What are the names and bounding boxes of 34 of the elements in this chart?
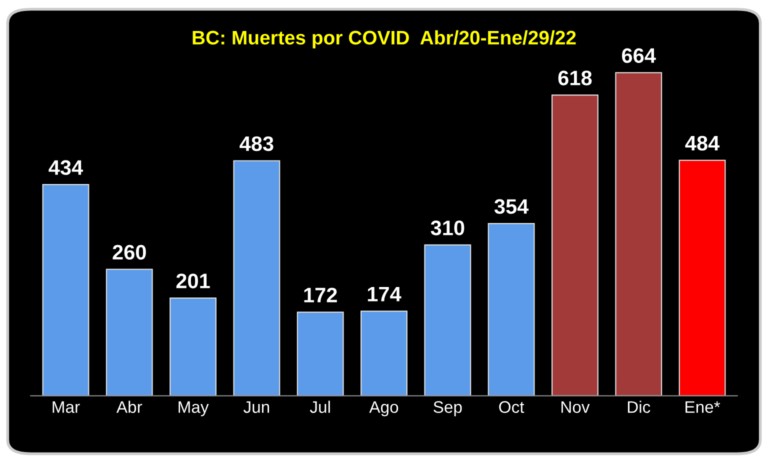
data-label: 310 xyxy=(430,220,464,236)
x-tick-label: Sep xyxy=(434,401,462,416)
bar xyxy=(170,297,217,396)
x-tick-label: Jul xyxy=(310,400,330,413)
bar xyxy=(678,160,726,396)
data-label: 174 xyxy=(368,286,402,302)
bar xyxy=(488,222,535,396)
x-tick-label: Mar xyxy=(52,401,80,413)
data-label: 618 xyxy=(558,70,592,86)
data-label: 483 xyxy=(240,136,274,152)
data-label: 201 xyxy=(176,274,210,288)
data-label: 354 xyxy=(494,199,529,214)
chart-title: BC: Muertes por COVID Abr/20-Ene/29/22 xyxy=(192,30,576,48)
data-label: 664 xyxy=(622,48,656,63)
data-label: 172 xyxy=(304,288,337,302)
x-tick-label: May xyxy=(178,401,209,416)
data-label: 434 xyxy=(48,160,83,175)
bar xyxy=(615,72,662,396)
bar xyxy=(551,94,598,396)
x-tick-label: Jun xyxy=(244,401,270,413)
bar xyxy=(296,312,344,396)
bar xyxy=(360,310,408,396)
x-tick-label: Oct xyxy=(499,401,524,413)
x-tick-label: Ene* xyxy=(686,401,720,413)
x-tick-label: Nov xyxy=(562,401,590,413)
data-label: 484 xyxy=(685,136,720,151)
bar xyxy=(106,268,153,396)
x-tick-label: Abr xyxy=(116,400,142,413)
data-label: 260 xyxy=(112,244,146,260)
x-tick-label: Ago xyxy=(369,401,398,416)
bar xyxy=(42,184,90,396)
bar xyxy=(424,244,472,396)
bar xyxy=(233,160,280,396)
x-tick-label: Dic xyxy=(628,400,650,413)
